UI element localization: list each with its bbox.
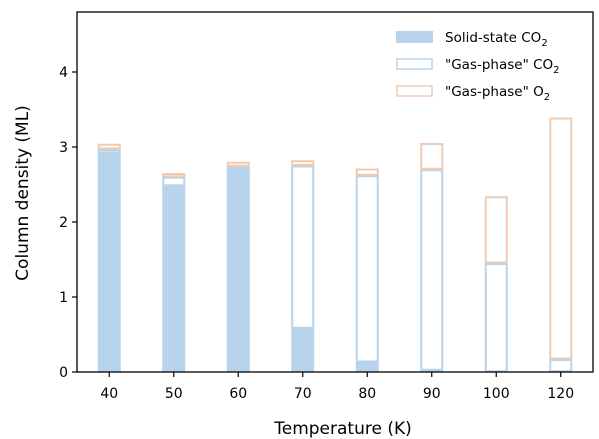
bars-group [97, 117, 573, 373]
bar-40-series-2 [97, 143, 121, 150]
y-axis-label: Column density (ML) [13, 105, 33, 281]
bar-60-series-2 [226, 161, 250, 167]
bar-80-series-1 [355, 175, 379, 363]
bar-50-series-1 [162, 176, 186, 187]
legend: Solid-state CO2 "Gas-phase" CO2 "Gas-phase… [396, 30, 560, 103]
x-tick-label: 80 [358, 386, 376, 402]
bar-70-series-0 [291, 328, 315, 372]
bar-80-series-0 [355, 362, 379, 372]
x-tick-label: 100 [483, 386, 510, 402]
legend-swatch-1 [396, 58, 433, 70]
x-tick-label: 70 [294, 386, 312, 402]
y-tick-label: 4 [59, 65, 68, 81]
x-axis-label: Temperature (K) [273, 419, 412, 439]
plot-frame [76, 11, 594, 373]
bar-120-series-1 [549, 359, 573, 373]
legend-label-2: "Gas-phase" O2 [445, 84, 550, 103]
bar-70-series-2 [291, 160, 315, 166]
x-tick-label: 90 [423, 386, 441, 402]
x-tick-label: 50 [165, 386, 183, 402]
legend-label-1: "Gas-phase" CO2 [445, 57, 560, 76]
y-tick-label: 2 [59, 215, 68, 231]
axes-group [76, 11, 594, 373]
bar-40-series-1 [97, 149, 121, 154]
y-tick-label: 0 [59, 365, 68, 381]
bar-100-series-1 [484, 263, 508, 373]
x-tick-label: 60 [229, 386, 247, 402]
x-tick-label: 40 [100, 386, 118, 402]
bar-80-series-2 [355, 168, 379, 176]
y-tick-label: 3 [59, 140, 68, 156]
bar-40-series-0 [97, 153, 121, 372]
legend-label-0: Solid-state CO2 [445, 30, 548, 49]
legend-swatch-2 [396, 85, 433, 97]
bar-50-series-2 [162, 173, 186, 178]
y-tick-label: 1 [59, 290, 68, 306]
bar-60-series-1 [226, 166, 250, 169]
bar-90-series-2 [420, 143, 444, 170]
bar-90-series-1 [420, 169, 444, 371]
x-tick-label: 120 [547, 386, 574, 402]
bar-120-series-2 [549, 117, 573, 360]
ticks-group: 0 1 2 3 4 40 50 60 70 80 90 100 120 [59, 65, 574, 402]
bar-90-series-0 [420, 370, 444, 372]
legend-swatch-0 [396, 31, 433, 43]
bar-50-series-0 [162, 186, 186, 372]
bar-70-series-1 [291, 165, 315, 329]
bar-60-series-0 [226, 168, 250, 372]
bar-100-series-2 [484, 196, 508, 264]
